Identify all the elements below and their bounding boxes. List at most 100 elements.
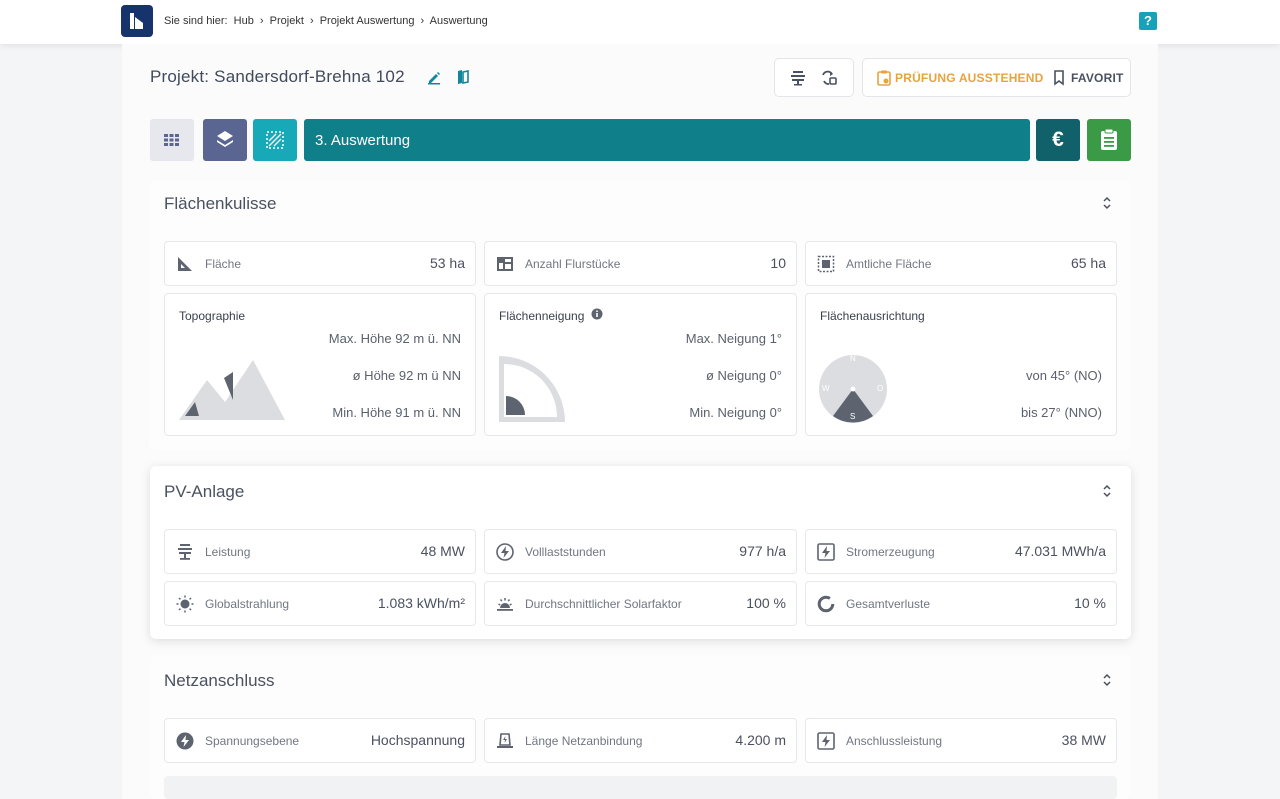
sunrise-icon xyxy=(497,598,513,611)
metric-label: Leistung xyxy=(205,545,251,559)
metric-card-amtliche-flaeche: Amtliche Fläche 65 ha xyxy=(805,241,1117,286)
breadcrumb-projekt[interactable]: Projekt xyxy=(269,15,304,27)
app-logo[interactable] xyxy=(121,5,153,37)
edit-icon[interactable] xyxy=(426,69,442,85)
layers-button[interactable] xyxy=(203,119,247,161)
metric-card-spannungsebene: Spannungsebene Hochspannung xyxy=(164,718,476,763)
compass-east: O xyxy=(877,384,884,393)
breadcrumb-separator: › xyxy=(259,15,264,27)
metric-card-leistung: Leistung 48 MW xyxy=(164,529,476,574)
page-title: Projekt: Sandersdorf-Brehna 102 xyxy=(150,67,405,86)
metric-value: 10 xyxy=(770,255,786,271)
breadcrumb-projekt-auswertung[interactable]: Projekt Auswertung xyxy=(319,15,415,27)
bookmark-icon xyxy=(1054,70,1064,86)
metric-value: 100 % xyxy=(746,595,786,611)
flaechenausrichtung-title: Flächenausrichtung xyxy=(820,309,925,323)
current-step-bar: 3. Auswertung xyxy=(304,119,1030,161)
metric-label: Volllaststunden xyxy=(525,545,606,559)
loss-ring-icon xyxy=(817,595,835,613)
finance-button[interactable]: € xyxy=(1036,119,1080,161)
neigung-min: Min. Neigung 0° xyxy=(689,405,782,420)
clipboard-pending-icon xyxy=(877,70,891,86)
metric-card-anschlussleistung: Anschlussleistung 38 MW xyxy=(805,718,1117,763)
metric-label: Länge Netzanbindung xyxy=(525,734,643,748)
map-icon[interactable] xyxy=(455,69,471,85)
metric-value: 38 MW xyxy=(1061,732,1106,748)
layers-icon xyxy=(217,131,233,147)
bolt-circle-icon xyxy=(176,732,194,750)
collapse-toggle-icon[interactable] xyxy=(1101,484,1113,498)
metric-value: 53 ha xyxy=(429,255,465,271)
metric-value: 4.200 m xyxy=(735,732,786,748)
topographie-title: Topographie xyxy=(179,309,246,323)
grid-icon xyxy=(164,134,179,146)
compass-icon xyxy=(819,355,887,423)
bolt-square-icon xyxy=(817,543,835,561)
current-step-label: 3. Auswertung xyxy=(315,132,411,149)
flaechenneigung-card: Flächenneigung Max. Neigung 1° ø Neigung… xyxy=(484,293,797,436)
metric-value: Hochspannung xyxy=(370,732,465,748)
metric-card-flurstuecke: Anzahl Flurstücke 10 xyxy=(484,241,797,286)
metric-label: Anschlussleistung xyxy=(846,734,943,748)
breadcrumb-auswertung: Auswertung xyxy=(429,15,488,27)
metric-value: 1.083 kWh/m² xyxy=(377,595,465,611)
metric-label: Spannungsebene xyxy=(205,734,300,748)
view-toolbox xyxy=(774,58,854,97)
collapse-toggle-icon[interactable] xyxy=(1101,673,1113,687)
breadcrumb: Sie sind hier: Hub › Projekt › Projekt A… xyxy=(164,15,491,27)
pv-anlage-title: PV-Anlage xyxy=(164,482,245,501)
compass-north: N xyxy=(850,354,856,363)
compass-west: W xyxy=(822,384,830,393)
swap-icon[interactable] xyxy=(821,70,837,86)
metric-card-gesamtverluste: Gesamtverluste 10 % xyxy=(805,581,1117,626)
solar-panel-icon xyxy=(178,544,192,560)
sun-icon xyxy=(176,595,194,613)
metric-card-volllaststunden: Volllaststunden 977 h/a xyxy=(484,529,797,574)
neigung-avg: ø Neigung 0° xyxy=(705,368,782,383)
topo-avg-hoehe: ø Höhe 92 m ü NN xyxy=(352,368,461,383)
slope-gauge-icon xyxy=(499,356,565,422)
flaechenausrichtung-card: Flächenausrichtung von 45° (NO) bis 27° … xyxy=(805,293,1117,436)
breadcrumb-hub[interactable]: Hub xyxy=(233,15,254,27)
metric-card-flaeche: Fläche 53 ha xyxy=(164,241,476,286)
metric-card-netzanbindung: Länge Netzanbindung 4.200 m xyxy=(484,718,797,763)
metric-label: Durchschnittlicher Solarfaktor xyxy=(525,597,682,611)
grid-view-button[interactable] xyxy=(150,119,194,161)
flaechenneigung-title: Flächenneigung xyxy=(499,309,585,323)
metric-value: 977 h/a xyxy=(739,543,786,559)
netzanschluss-title: Netzanschluss xyxy=(164,671,275,690)
metric-value: 48 MW xyxy=(420,543,465,559)
status-box: PRÜFUNG AUSSTEHEND FAVORIT xyxy=(862,58,1131,97)
grid-connection-icon xyxy=(497,733,513,748)
metric-label: Gesamtverluste xyxy=(846,597,931,611)
neigung-max: Max. Neigung 1° xyxy=(685,331,782,346)
top-bar: Sie sind hier: Hub › Projekt › Projekt A… xyxy=(0,0,1280,44)
solar-panel-icon[interactable] xyxy=(790,70,806,86)
topographie-card: Topographie Max. Höhe 92 m ü. NN ø Höhe … xyxy=(164,293,476,436)
metric-card-globalstrahlung: Globalstrahlung 1.083 kWh/m² xyxy=(164,581,476,626)
area-hatch-icon xyxy=(266,131,284,149)
favorite-button[interactable]: FAVORIT xyxy=(1071,71,1124,85)
report-button[interactable] xyxy=(1087,119,1131,161)
area-select-icon xyxy=(817,255,835,273)
metric-card-solarfaktor: Durchschnittlicher Solarfaktor 100 % xyxy=(484,581,797,626)
pruefung-status-button[interactable]: PRÜFUNG AUSSTEHEND xyxy=(895,71,1044,85)
metric-label: Fläche xyxy=(205,257,242,271)
topo-max-hoehe: Max. Höhe 92 m ü. NN xyxy=(328,331,461,346)
help-button[interactable]: ? xyxy=(1139,12,1157,30)
metric-value: 47.031 MWh/a xyxy=(1014,543,1106,559)
metric-value: 65 ha xyxy=(1070,255,1106,271)
info-icon[interactable] xyxy=(591,308,603,320)
bolt-circle-icon xyxy=(496,543,514,561)
breadcrumb-separator: › xyxy=(420,15,425,27)
compass-south: S xyxy=(850,412,856,421)
topo-min-hoehe: Min. Höhe 91 m ü. NN xyxy=(332,405,461,420)
collapse-toggle-icon[interactable] xyxy=(1101,196,1113,210)
breadcrumb-separator: › xyxy=(309,15,314,27)
clipboard-icon xyxy=(1101,128,1117,150)
parcels-icon xyxy=(497,257,513,271)
metric-label: Anzahl Flurstücke xyxy=(525,257,621,271)
area-analysis-button[interactable] xyxy=(253,119,297,161)
breadcrumb-prefix: Sie sind hier: xyxy=(164,15,228,27)
metric-label: Amtliche Fläche xyxy=(846,257,932,271)
